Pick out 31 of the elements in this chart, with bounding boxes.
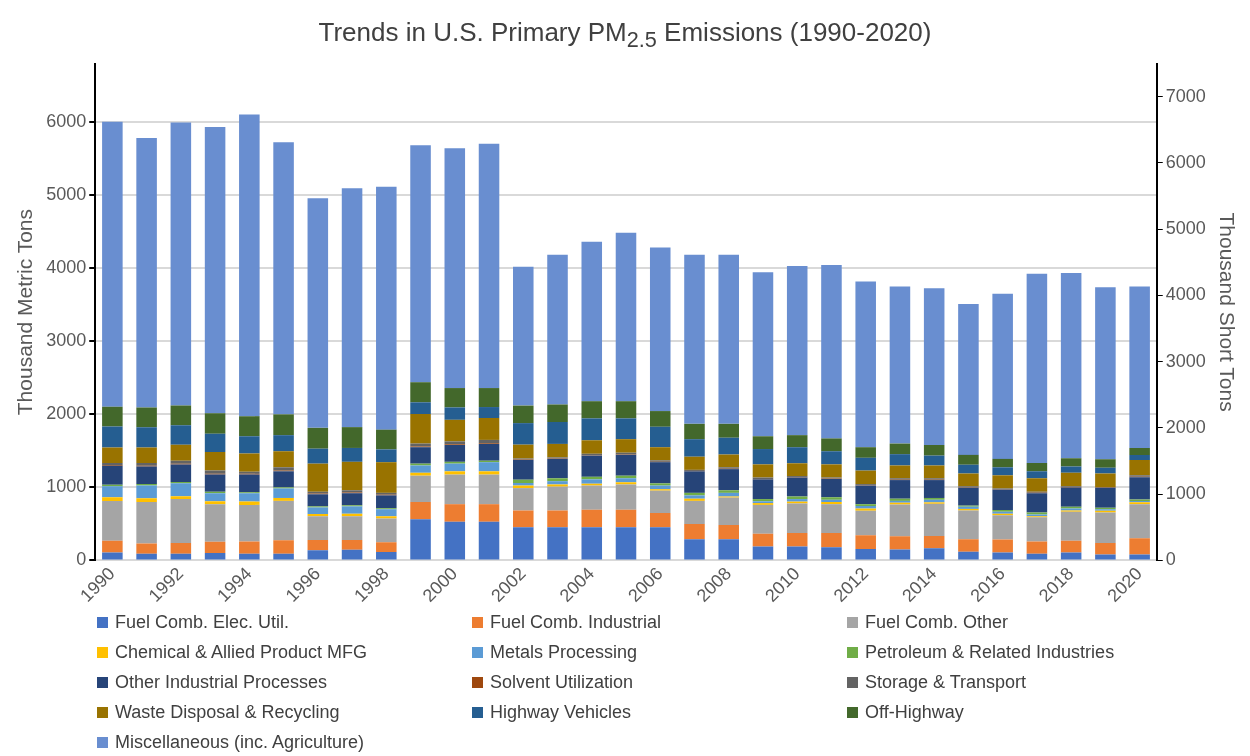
y-tick-label: 1000 xyxy=(46,476,87,497)
y-tick-label: 0 xyxy=(76,549,87,570)
y2-tick-label: 0 xyxy=(1165,549,1176,570)
y2-axis-title: Thousand Short Tons xyxy=(1215,212,1239,412)
y-tick-label: 5000 xyxy=(46,184,87,205)
legend-label: Highway Vehicles xyxy=(490,702,632,723)
legend-label: Waste Disposal & Recycling xyxy=(115,702,340,723)
legend-label: Miscellaneous (inc. Agriculture) xyxy=(115,732,365,753)
legend-label: Fuel Comb. Industrial xyxy=(490,612,662,633)
y2-tick-label: 4000 xyxy=(1165,284,1206,305)
legend-label: Off-Highway xyxy=(865,702,964,723)
y2-tick-label: 7000 xyxy=(1165,85,1206,106)
legend-label: Petroleum & Related Industries xyxy=(865,642,1115,663)
y-tick-label: 6000 xyxy=(46,111,87,132)
y-tick-label: 4000 xyxy=(46,257,87,278)
y2-tick-label: 6000 xyxy=(1165,151,1206,172)
legend-label: Other Industrial Processes xyxy=(115,672,328,693)
legend-label: Chemical & Allied Product MFG xyxy=(115,642,368,663)
legend-label: Metals Processing xyxy=(490,642,638,663)
y2-tick-label: 2000 xyxy=(1165,416,1206,437)
y-tick-label: 3000 xyxy=(46,330,87,351)
y2-tick-label: 5000 xyxy=(1165,218,1206,239)
legend-label: Fuel Comb. Other xyxy=(865,612,1009,633)
legend-label: Fuel Comb. Elec. Util. xyxy=(115,612,290,633)
y2-tick-label: 1000 xyxy=(1165,483,1206,504)
y2-tick-label: 3000 xyxy=(1165,350,1206,371)
y-tick-label: 2000 xyxy=(46,403,87,424)
legend-label: Solvent Utilization xyxy=(490,672,634,693)
y-axis-title: Thousand Metric Tons xyxy=(13,209,37,416)
chart-title: Trends in U.S. Primary PM$_{2.5}$ Emissions (1990-2020) xyxy=(317,16,933,53)
legend-label: Storage & Transport xyxy=(865,672,1027,693)
